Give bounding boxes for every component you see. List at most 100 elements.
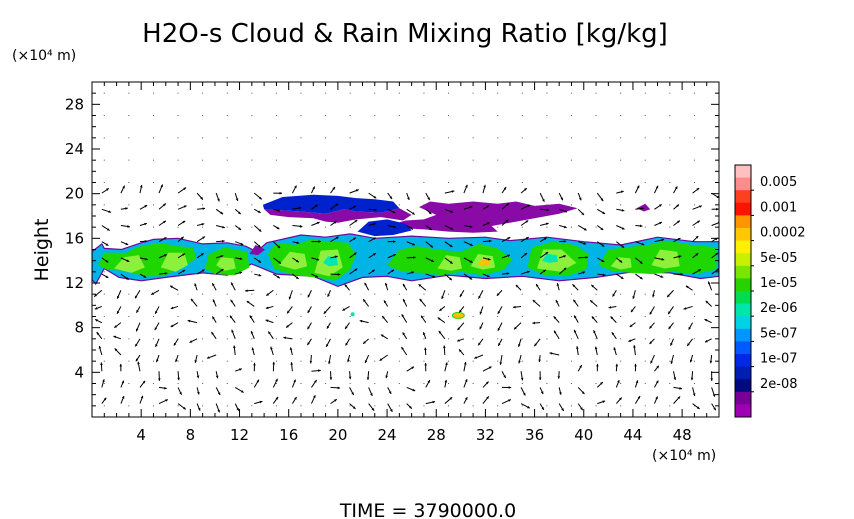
grid-dot <box>374 182 376 183</box>
wind-vector-head <box>600 382 603 385</box>
wind-vector-head <box>641 242 645 246</box>
wind-vector-head <box>409 405 412 409</box>
grid-dot <box>669 360 671 362</box>
wind-vector-head <box>579 365 582 368</box>
field-region-high <box>160 252 188 272</box>
grid-dot <box>349 293 351 295</box>
grid-dot <box>349 182 351 183</box>
grid-dot <box>546 383 548 384</box>
wind-vector-head <box>196 375 200 379</box>
grid-dot <box>497 115 499 116</box>
grid-dot <box>497 137 499 139</box>
wind-vector-head <box>412 212 415 215</box>
wind-vector-head <box>621 245 625 248</box>
grid-dot <box>693 159 695 161</box>
grid-dot <box>398 360 400 362</box>
grid-dot <box>595 92 597 94</box>
wind-vector-head <box>318 240 321 243</box>
wind-vector-head <box>619 397 622 401</box>
grid-dot <box>325 159 327 161</box>
wind-vector-head <box>351 392 354 396</box>
wind-vector-head <box>401 314 405 318</box>
wind-vector-head <box>342 308 346 311</box>
wind-vector-head <box>585 256 589 259</box>
wind-vector-head <box>508 399 511 402</box>
grid-dot <box>570 316 572 317</box>
grid-dot <box>300 182 302 183</box>
wind-vector-head <box>488 366 492 370</box>
wind-vector-head <box>677 238 681 241</box>
wind-vector-head <box>524 253 527 256</box>
grid-dot <box>103 182 105 183</box>
wind-vector-head <box>688 326 692 330</box>
wind-vector-head <box>437 317 441 321</box>
wind-vector-head <box>173 342 177 346</box>
grid-dot <box>546 405 548 407</box>
grid-dot <box>669 383 671 384</box>
wind-vector-head <box>402 332 406 336</box>
grid-dot <box>374 293 376 295</box>
wind-vector-head <box>581 391 585 395</box>
wind-vector-head <box>212 283 215 286</box>
wind-vector-head <box>268 331 271 335</box>
wind-vector-head <box>600 198 604 202</box>
grid-dot <box>128 137 130 139</box>
wind-vector-head <box>249 315 253 319</box>
wind-vector-head <box>337 273 341 276</box>
grid-dot <box>202 159 204 161</box>
grid-dot <box>595 316 597 317</box>
grid-dot <box>251 137 253 139</box>
grid-dot <box>374 92 376 94</box>
wind-vector-head <box>253 362 256 366</box>
wind-vector-head <box>505 219 509 223</box>
wind-vector-head <box>450 210 454 213</box>
wind-vector-head <box>709 360 713 364</box>
wind-vector-head <box>610 316 614 320</box>
wind-vector-head <box>103 397 107 401</box>
wind-vector-head <box>639 224 643 228</box>
wind-vector-head <box>427 380 430 383</box>
wind-vector-head <box>355 189 359 192</box>
grid-dot <box>620 383 622 384</box>
x-tick-label: 20 <box>328 426 347 444</box>
wind-vector-head <box>139 184 143 188</box>
wind-vector-head <box>538 377 542 381</box>
wind-vector-head <box>190 298 194 302</box>
wind-vector-head <box>337 386 341 390</box>
wind-vector-head <box>705 300 709 304</box>
grid-dot <box>325 115 327 116</box>
wind-vector-head <box>661 257 665 261</box>
wind-vector-head <box>270 346 273 350</box>
grid-dot <box>620 360 622 362</box>
grid-dot <box>152 338 154 340</box>
wind-vector-head <box>155 310 158 314</box>
wind-vector-head <box>239 271 243 275</box>
grid-dot <box>398 405 400 407</box>
grid-dot <box>472 137 474 139</box>
wind-vector-head <box>601 259 605 262</box>
wind-vector-head <box>697 220 700 224</box>
wind-vector-head <box>142 380 146 384</box>
wind-vector-head <box>442 345 446 349</box>
wind-vector-head <box>540 391 544 395</box>
wind-vector-head <box>527 204 530 208</box>
wind-vector-head <box>699 205 702 208</box>
wind-vector-head <box>211 331 214 335</box>
grid-dot <box>374 360 376 362</box>
wind-vector-head <box>695 253 699 256</box>
wind-vector-head <box>154 327 158 331</box>
wind-vector-head <box>459 294 463 297</box>
grid-dot <box>521 293 523 295</box>
wind-vector-head <box>690 377 694 381</box>
grid-dot <box>103 271 105 273</box>
grid-dot <box>472 293 474 295</box>
wind-vector-head <box>617 380 620 383</box>
grid-dot <box>128 383 130 384</box>
x-tick-label: 36 <box>525 426 544 444</box>
wind-vector-head <box>383 300 387 304</box>
grid-dot <box>521 92 523 94</box>
wind-vector-head <box>715 252 719 256</box>
grid-dot <box>423 338 425 340</box>
wind-vector-head <box>335 236 339 240</box>
wind-vector-head <box>315 274 318 278</box>
